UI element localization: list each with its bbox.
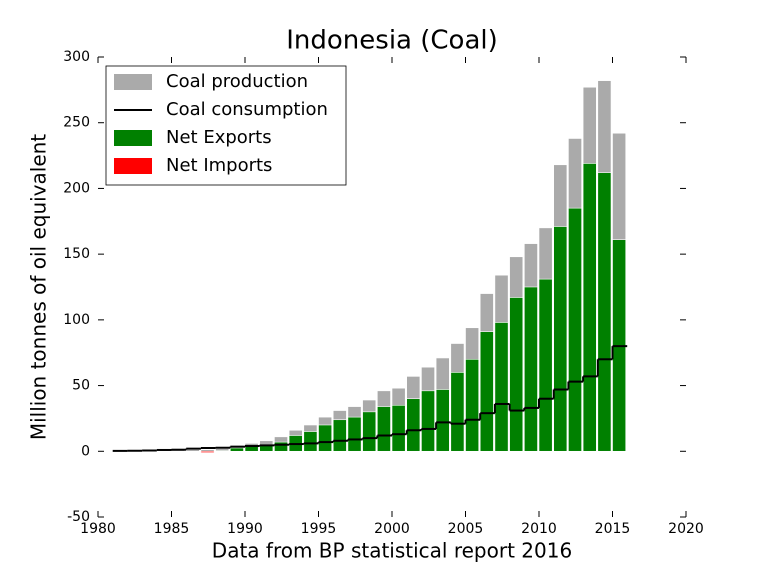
chart-title: Indonesia (Coal)	[286, 26, 498, 56]
x-axis-label: Data from BP statistical report 2016	[212, 539, 572, 563]
bar	[435, 389, 450, 452]
legend-label: Coal production	[166, 71, 308, 92]
bar	[523, 286, 538, 452]
y-tick-label: 150	[63, 246, 90, 262]
y-tick-label: -50	[67, 509, 90, 525]
x-tick-label: 1990	[227, 521, 263, 537]
bar	[494, 322, 509, 452]
bar	[185, 449, 200, 452]
legend-label: Net Exports	[166, 127, 272, 148]
y-tick-label: 100	[63, 312, 90, 328]
bar	[509, 297, 524, 452]
y-tick-label: 0	[81, 443, 90, 459]
bar	[479, 331, 494, 452]
bar	[215, 450, 230, 452]
x-tick-label: 2010	[521, 521, 557, 537]
legend-label: Coal consumption	[166, 99, 328, 120]
bar	[200, 450, 215, 453]
x-tick-label: 1980	[80, 521, 116, 537]
bar	[597, 172, 612, 452]
bar	[582, 163, 597, 452]
bar	[274, 441, 288, 452]
bar	[347, 416, 362, 452]
x-tick-label: 1985	[154, 521, 190, 537]
y-tick-label: 250	[63, 115, 90, 131]
x-tick-label: 2020	[668, 521, 704, 537]
bar	[391, 404, 406, 452]
y-tick-label: 200	[63, 180, 90, 196]
legend-swatch	[114, 130, 152, 146]
y-axis-label: Million tonnes of oil equivalent	[27, 134, 51, 440]
bar	[303, 431, 318, 452]
bar	[332, 419, 347, 452]
bar	[538, 278, 553, 452]
bar	[362, 411, 377, 452]
bar	[406, 398, 421, 452]
x-tick-label: 1995	[301, 521, 337, 537]
legend-swatch	[114, 158, 152, 174]
bar	[318, 424, 333, 452]
bar	[568, 207, 582, 452]
bar	[553, 226, 568, 452]
x-tick-label: 2005	[448, 521, 484, 537]
legend-swatch	[114, 74, 152, 90]
legend-label: Net Imports	[166, 155, 272, 176]
x-tick-label: 2015	[595, 521, 631, 537]
y-tick-label: 300	[63, 49, 90, 65]
bar	[376, 406, 391, 452]
y-tick-label: 50	[72, 378, 90, 394]
bar	[230, 447, 244, 452]
bar	[450, 372, 465, 452]
x-tick-label: 2000	[374, 521, 410, 537]
bar	[421, 390, 435, 452]
bar	[465, 358, 480, 452]
